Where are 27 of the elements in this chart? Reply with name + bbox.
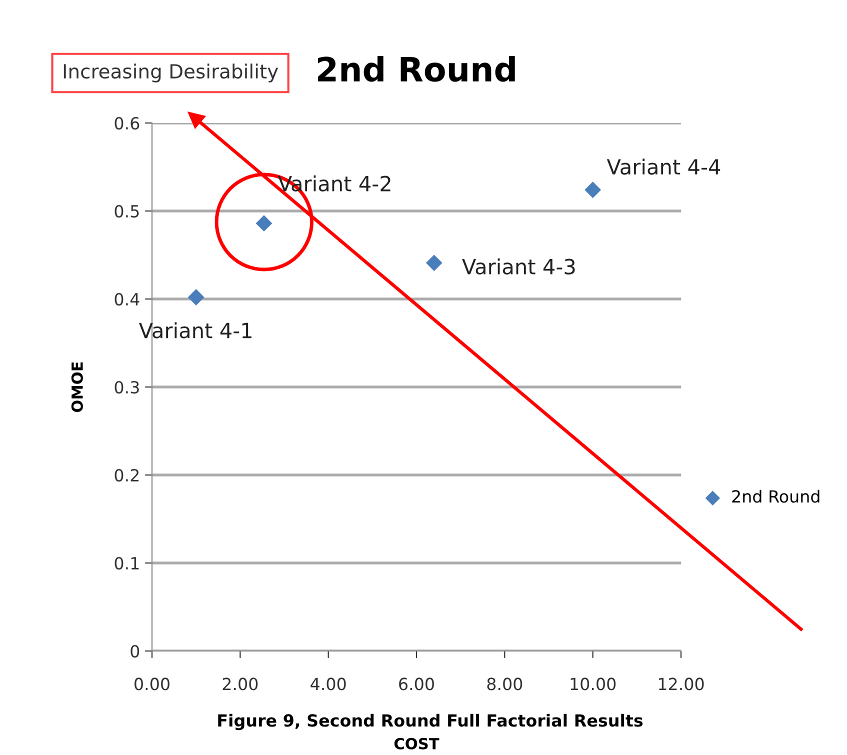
y-tick-label: 0.3: [114, 380, 139, 394]
y-tick-label: 0.4: [114, 292, 140, 306]
y-tick-label: 0.2: [114, 468, 139, 482]
x-tick-label: 10.00: [570, 678, 616, 690]
caption: Figure 9, Second Round Full Factorial Results: [218, 714, 643, 730]
point: [426, 254, 442, 272]
y-tick-label: 0: [130, 644, 140, 658]
point: [256, 215, 272, 232]
x-tick-label: 6.00: [399, 678, 434, 690]
annotation: Variant 4-3: [462, 258, 575, 275]
y-tick-label: 0.6: [114, 116, 140, 130]
x-tick-label: 2.00: [222, 678, 258, 690]
y-tick-label: 0.1: [114, 556, 139, 570]
x-tick-label: 0.00: [134, 678, 170, 690]
legend-label: 2nd Round: [732, 490, 820, 503]
x-tick-label: 12.00: [658, 678, 704, 690]
text: Increasing Desirability: [64, 64, 278, 82]
annotation: Variant 4-1: [138, 322, 252, 338]
y-tick-label: 0.5: [114, 204, 139, 218]
annotation: Variant 4-4: [606, 158, 720, 175]
point: [188, 289, 204, 306]
x-axis-title: COST: [394, 738, 440, 750]
chart-title: 2nd Round: [318, 56, 515, 82]
y-axis-title: OMOE: [71, 362, 83, 412]
x-tick-label: 4.00: [310, 678, 346, 690]
point: [584, 182, 602, 198]
x-tick-label: 8.00: [487, 678, 522, 690]
